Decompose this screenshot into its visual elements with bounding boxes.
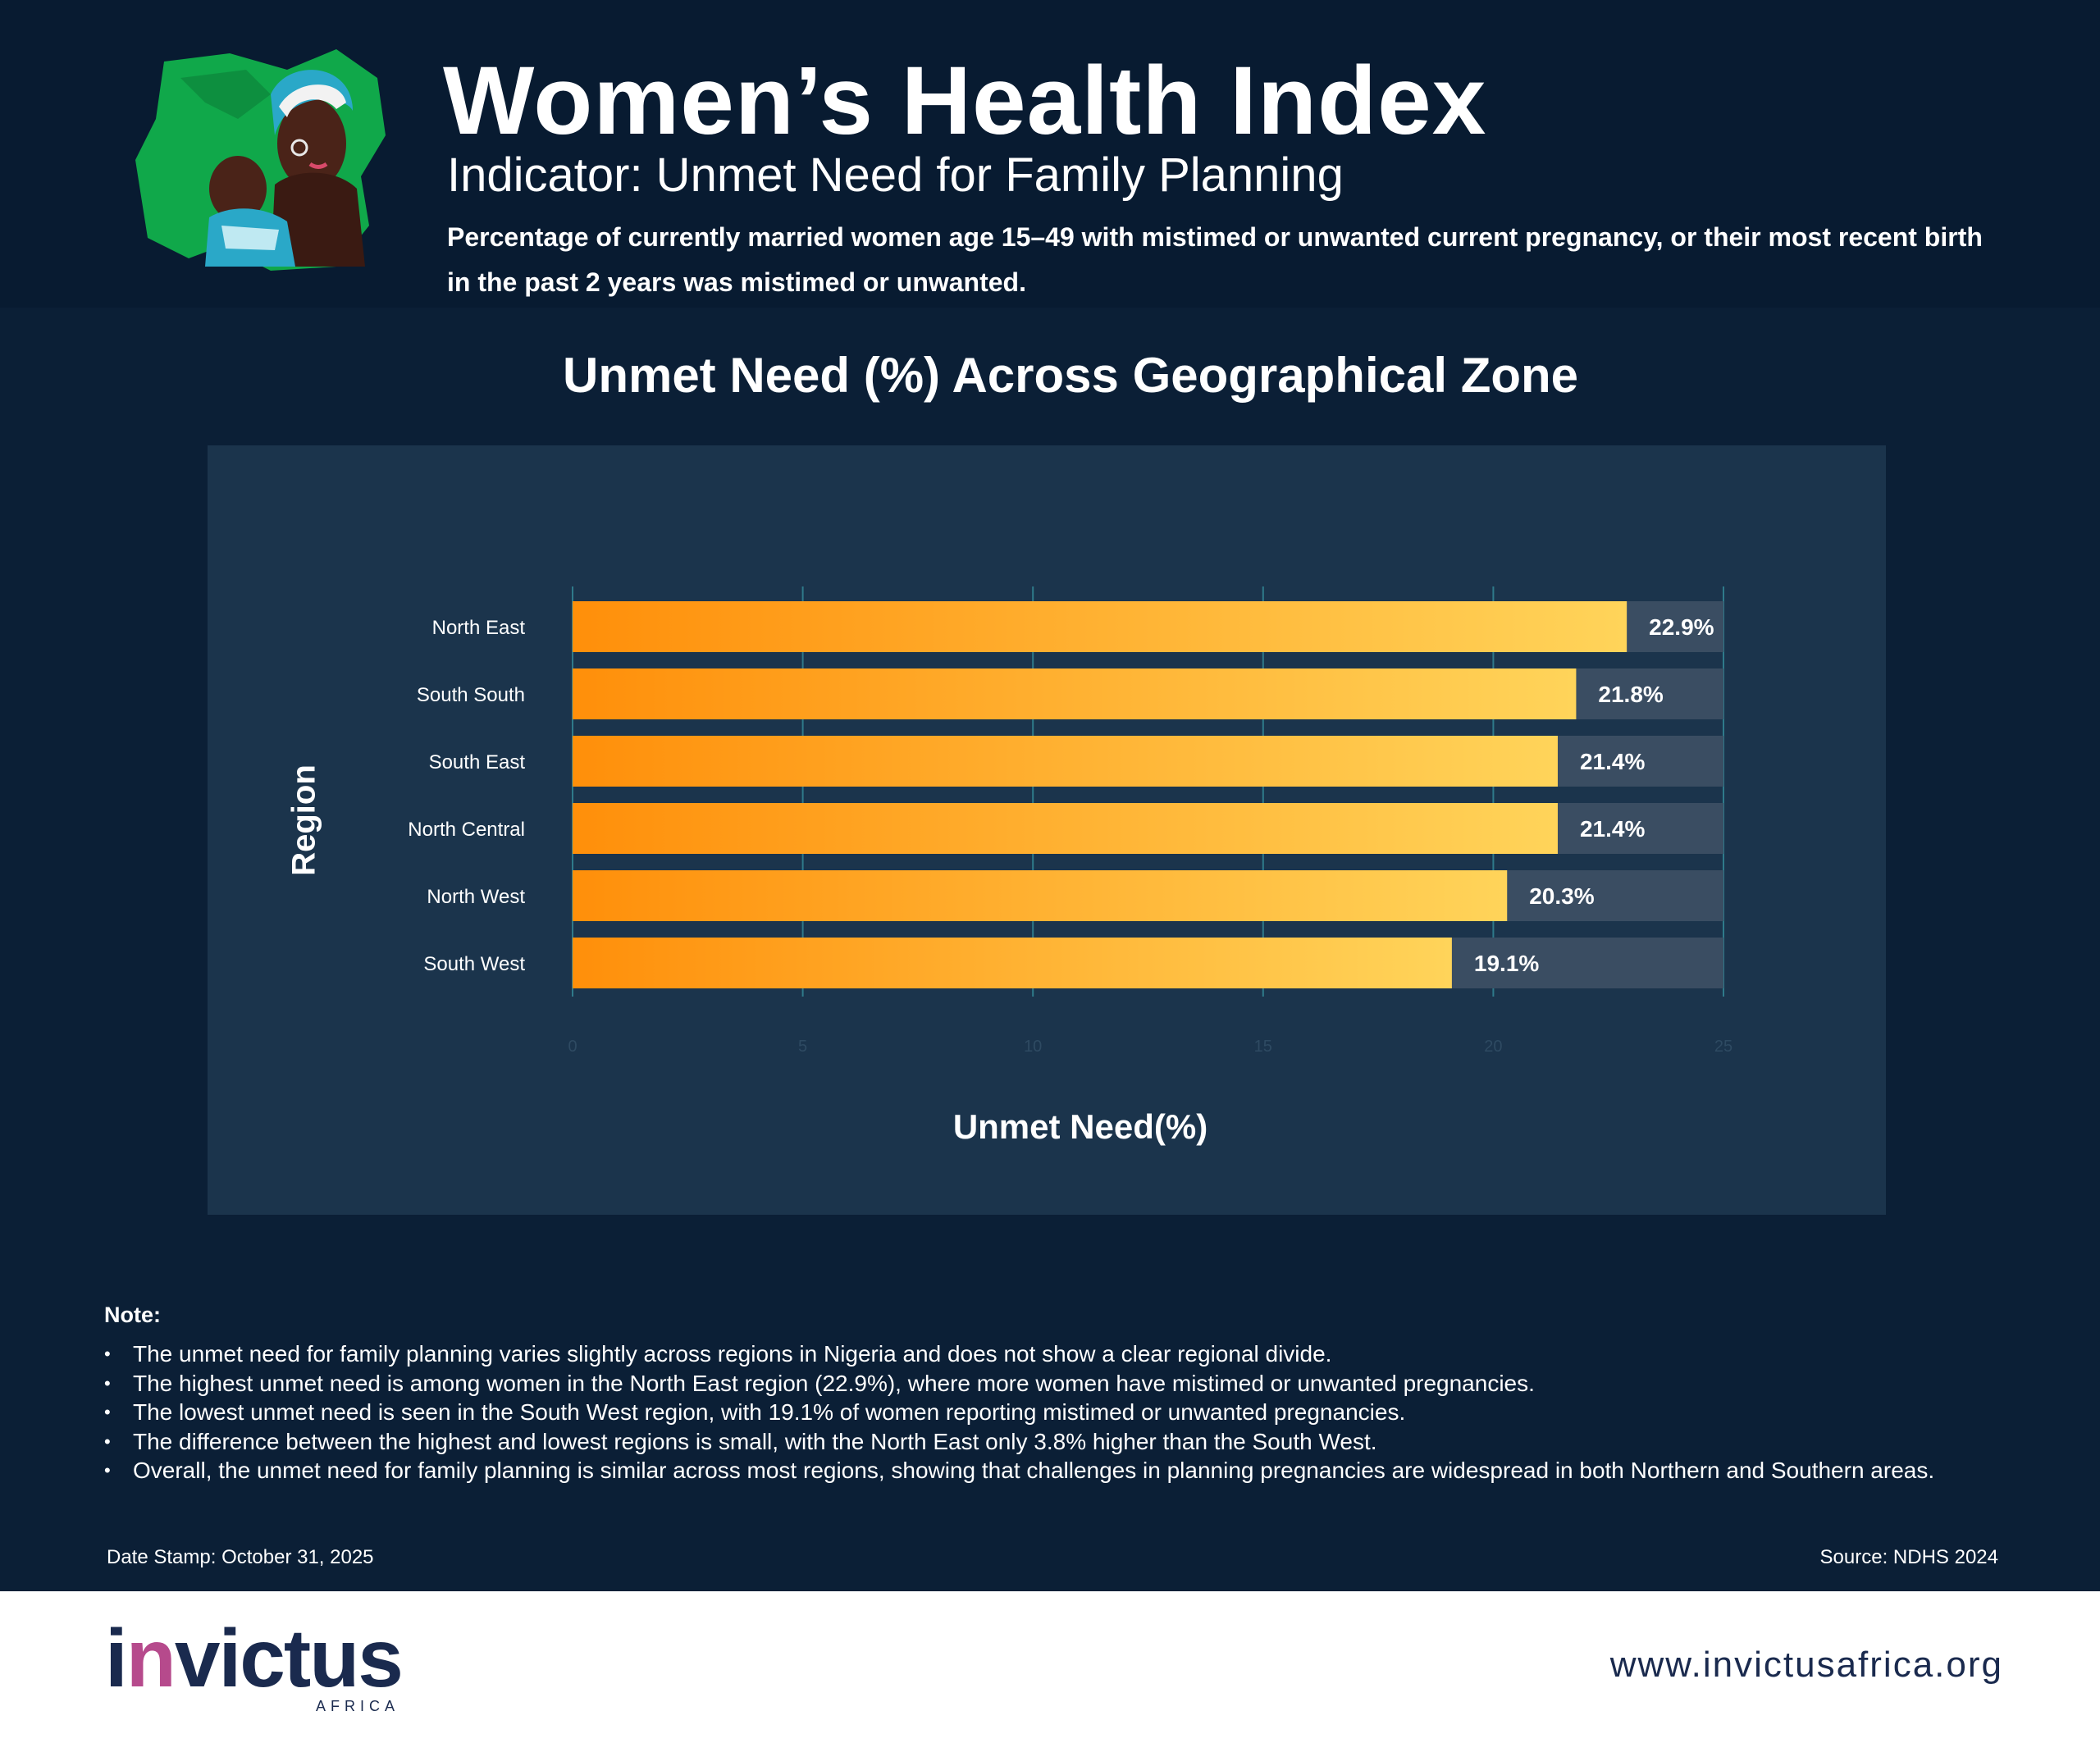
page-title: Women’s Health Index	[443, 47, 1487, 155]
invictus-logo: invictus	[105, 1613, 404, 1704]
x-tick-label: 25	[1714, 1038, 1732, 1056]
category-label: North Central	[408, 819, 525, 841]
bar	[573, 601, 1628, 652]
category-label: South East	[429, 751, 526, 773]
category-label: North West	[427, 886, 525, 908]
category-label: North East	[432, 617, 526, 639]
indicator-subtitle: Indicator: Unmet Need for Family Plannin…	[447, 148, 1344, 202]
x-tick-label: 15	[1254, 1038, 1272, 1056]
chart-title: Unmet Need (%) Across Geographical Zone	[562, 348, 1579, 403]
bar-value-label: 22.9%	[1649, 614, 1714, 640]
note-item: The unmet need for family planning varie…	[104, 1339, 2016, 1369]
footer	[0, 1591, 2100, 1743]
x-tick-label: 5	[798, 1038, 807, 1056]
notes-heading: Note:	[104, 1303, 161, 1327]
bar	[573, 870, 1508, 921]
bar	[573, 736, 1558, 787]
notes-list: The unmet need for family planning varie…	[104, 1339, 2016, 1485]
bar	[573, 803, 1558, 854]
header: Women’s Health Index Indicator: Unmet Ne…	[0, 0, 2100, 308]
bar	[573, 668, 1577, 719]
bar-chart: 22.9% 21.8% 21.4% 21.4% 20.3% 19.1% North Eas…	[408, 586, 1732, 1056]
x-tick-label: 10	[1024, 1038, 1042, 1056]
bar-value-label: 21.8%	[1598, 682, 1663, 707]
note-item: The highest unmet need is among women in…	[104, 1369, 2016, 1399]
note-item: Overall, the unmet need for family plann…	[104, 1456, 2016, 1485]
bar	[573, 938, 1452, 988]
logo-subtext: AFRICA	[316, 1698, 400, 1714]
data-source: Source: NDHS 2024	[1819, 1546, 1998, 1568]
x-axis-label: Unmet Need(%)	[952, 1107, 1208, 1146]
website-link[interactable]: www.invictusafrica.org	[1609, 1645, 2003, 1685]
chart-panel: 22.9% 21.8% 21.4% 21.4% 20.3% 19.1% North Eas…	[208, 445, 1886, 1215]
bar-value-label: 21.4%	[1580, 749, 1645, 774]
y-axis-label: Region	[285, 764, 322, 876]
mother-and-child-illustration	[135, 49, 386, 271]
category-label: South South	[417, 684, 525, 706]
x-tick-label: 0	[568, 1038, 577, 1056]
x-tick-label: 20	[1484, 1038, 1502, 1056]
date-stamp: Date Stamp: October 31, 2025	[107, 1546, 374, 1568]
category-label: South West	[423, 953, 525, 975]
note-item: The difference between the highest and l…	[104, 1427, 2016, 1457]
indicator-description: Percentage of currently married women ag…	[447, 222, 1983, 297]
note-item: The lowest unmet need is seen in the Sou…	[104, 1398, 2016, 1427]
bar-value-label: 21.4%	[1580, 816, 1645, 842]
bar-value-label: 20.3%	[1529, 883, 1594, 909]
bar-value-label: 19.1%	[1474, 951, 1539, 976]
